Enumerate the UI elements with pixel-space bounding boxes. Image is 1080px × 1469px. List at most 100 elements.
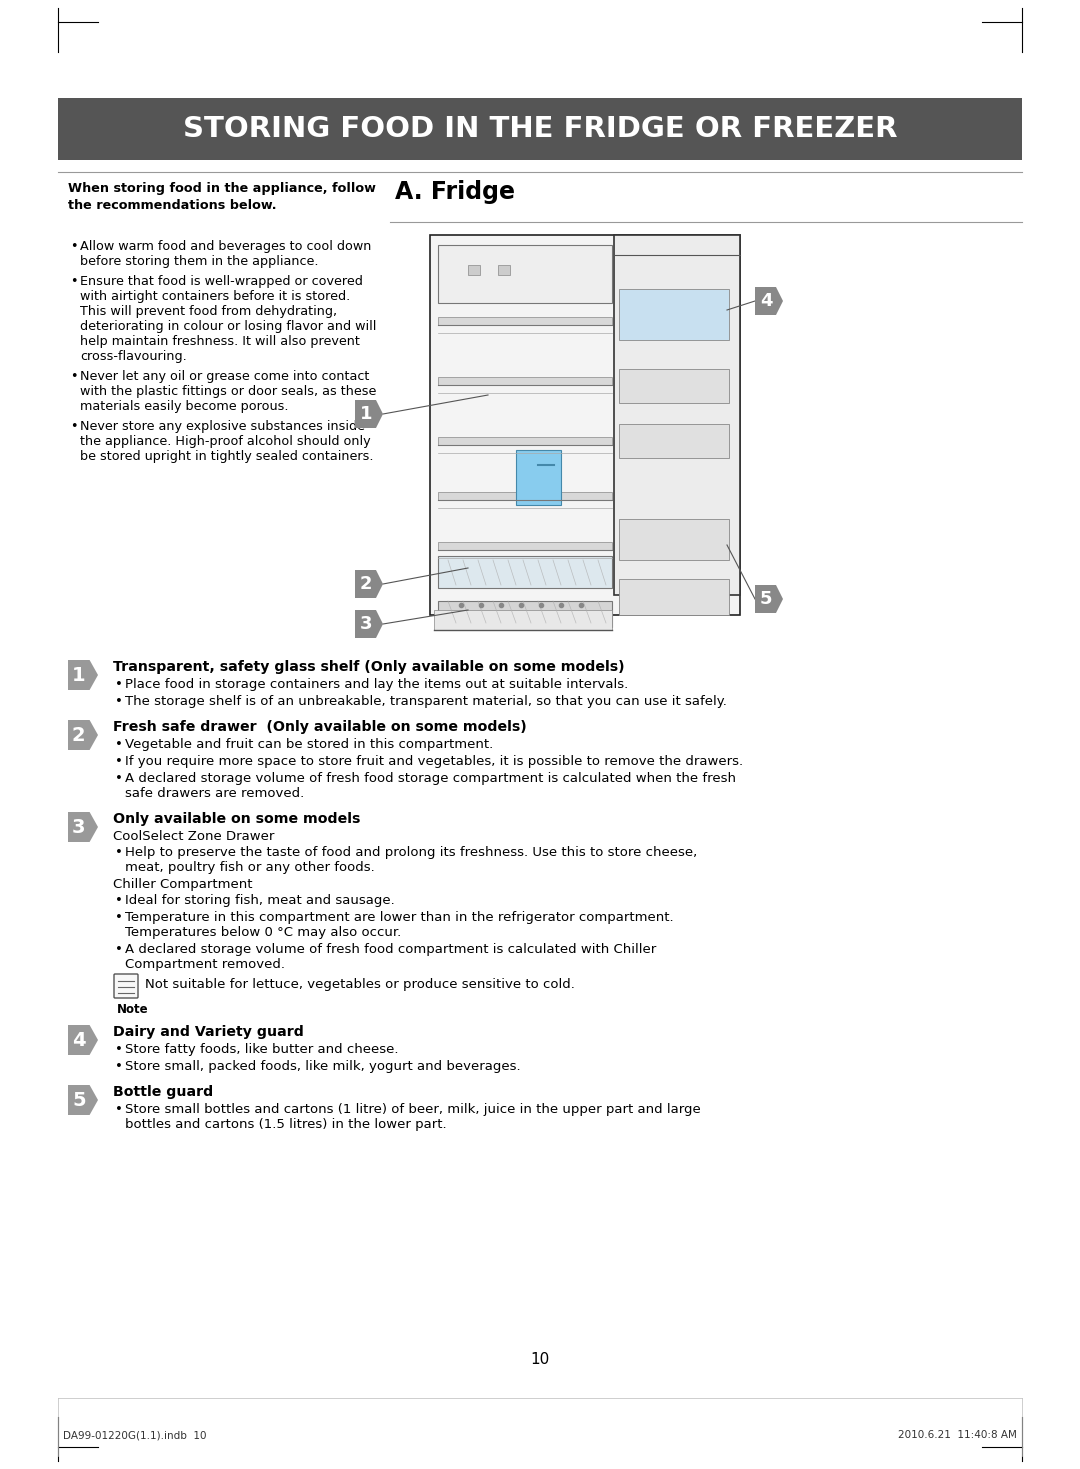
Polygon shape <box>68 720 98 751</box>
Text: •: • <box>114 911 123 924</box>
Text: with the plastic fittings or door seals, as these: with the plastic fittings or door seals,… <box>80 385 376 398</box>
Bar <box>434 610 612 630</box>
Polygon shape <box>755 286 783 314</box>
Text: 4: 4 <box>72 1030 85 1049</box>
Text: Dairy and Variety guard: Dairy and Variety guard <box>113 1025 303 1039</box>
Text: the appliance. High-proof alcohol should only: the appliance. High-proof alcohol should… <box>80 435 370 448</box>
Text: Allow warm food and beverages to cool down: Allow warm food and beverages to cool do… <box>80 239 372 253</box>
Text: Store small bottles and cartons (1 litre) of beer, milk, juice in the upper part: Store small bottles and cartons (1 litre… <box>125 1103 701 1116</box>
Text: Ideal for storing fish, meat and sausage.: Ideal for storing fish, meat and sausage… <box>125 895 395 906</box>
Bar <box>438 378 612 385</box>
Text: Never store any explosive substances inside: Never store any explosive substances ins… <box>80 420 365 433</box>
Text: cross-flavouring.: cross-flavouring. <box>80 350 187 363</box>
Text: materials easily become porous.: materials easily become porous. <box>80 400 288 413</box>
Text: Vegetable and fruit can be stored in this compartment.: Vegetable and fruit can be stored in thi… <box>125 737 494 751</box>
Polygon shape <box>68 812 98 842</box>
Text: •: • <box>114 679 123 690</box>
Text: 2010.6.21  11:40:8 AM: 2010.6.21 11:40:8 AM <box>899 1429 1017 1440</box>
Bar <box>619 425 729 458</box>
Text: Help to preserve the taste of food and prolong its freshness. Use this to store : Help to preserve the taste of food and p… <box>125 846 698 859</box>
Text: Store small, packed foods, like milk, yogurt and beverages.: Store small, packed foods, like milk, yo… <box>125 1061 521 1072</box>
Text: Chiller Compartment: Chiller Compartment <box>113 878 253 892</box>
Bar <box>619 519 729 560</box>
Text: Store fatty foods, like butter and cheese.: Store fatty foods, like butter and chees… <box>125 1043 399 1056</box>
Polygon shape <box>755 585 783 613</box>
Text: 2: 2 <box>72 726 85 745</box>
Text: Never let any oil or grease come into contact: Never let any oil or grease come into co… <box>80 370 369 383</box>
Text: •: • <box>114 1103 123 1116</box>
Text: help maintain freshness. It will also prevent: help maintain freshness. It will also pr… <box>80 335 360 348</box>
Text: be stored upright in tightly sealed containers.: be stored upright in tightly sealed cont… <box>80 450 374 463</box>
Text: deteriorating in colour or losing flavor and will: deteriorating in colour or losing flavor… <box>80 320 376 333</box>
Text: The storage shelf is of an unbreakable, transparent material, so that you can us: The storage shelf is of an unbreakable, … <box>125 695 727 708</box>
Bar <box>619 289 729 339</box>
Text: bottles and cartons (1.5 litres) in the lower part.: bottles and cartons (1.5 litres) in the … <box>125 1118 447 1131</box>
Bar <box>468 264 480 275</box>
Bar <box>438 436 612 445</box>
Text: If you require more space to store fruit and vegetables, it is possible to remov: If you require more space to store fruit… <box>125 755 743 768</box>
Bar <box>430 235 740 616</box>
Text: 4: 4 <box>760 292 772 310</box>
Text: Note: Note <box>117 1003 149 1017</box>
Text: A declared storage volume of fresh food storage compartment is calculated when t: A declared storage volume of fresh food … <box>125 773 735 784</box>
Text: 1: 1 <box>72 665 85 685</box>
Polygon shape <box>355 400 383 427</box>
Text: •: • <box>70 275 78 288</box>
Text: •: • <box>114 943 123 956</box>
Text: •: • <box>114 895 123 906</box>
Text: Transparent, safety glass shelf (Only available on some models): Transparent, safety glass shelf (Only av… <box>113 660 624 674</box>
Text: with airtight containers before it is stored.: with airtight containers before it is st… <box>80 289 350 303</box>
Bar <box>58 98 1022 160</box>
Bar <box>516 450 562 505</box>
Text: A. Fridge: A. Fridge <box>395 181 515 204</box>
Bar <box>438 555 612 588</box>
Text: safe drawers are removed.: safe drawers are removed. <box>125 787 305 801</box>
Text: Temperature in this compartment are lower than in the refrigerator compartment.: Temperature in this compartment are lowe… <box>125 911 674 924</box>
Bar <box>619 579 729 616</box>
Text: A declared storage volume of fresh food compartment is calculated with Chiller: A declared storage volume of fresh food … <box>125 943 657 956</box>
Text: •: • <box>114 1061 123 1072</box>
Bar <box>438 492 612 499</box>
Polygon shape <box>68 660 98 690</box>
Text: Bottle guard: Bottle guard <box>113 1086 213 1099</box>
Text: •: • <box>114 755 123 768</box>
Text: 10: 10 <box>530 1353 550 1368</box>
Polygon shape <box>68 1086 98 1115</box>
Text: Not suitable for lettuce, vegetables or produce sensitive to cold.: Not suitable for lettuce, vegetables or … <box>145 978 575 992</box>
Bar <box>615 235 740 595</box>
Bar <box>438 542 612 549</box>
Text: •: • <box>70 420 78 433</box>
Text: 2: 2 <box>360 574 373 593</box>
Text: DA99-01220G(1.1).indb  10: DA99-01220G(1.1).indb 10 <box>63 1429 206 1440</box>
Text: 3: 3 <box>360 616 373 633</box>
Text: •: • <box>70 370 78 383</box>
Text: This will prevent food from dehydrating,: This will prevent food from dehydrating, <box>80 306 337 317</box>
Text: 5: 5 <box>760 591 772 608</box>
Bar <box>438 317 612 325</box>
Text: before storing them in the appliance.: before storing them in the appliance. <box>80 256 319 267</box>
Text: STORING FOOD IN THE FRIDGE OR FREEZER: STORING FOOD IN THE FRIDGE OR FREEZER <box>183 115 897 142</box>
Text: 1: 1 <box>360 405 373 423</box>
Polygon shape <box>355 610 383 638</box>
Text: When storing food in the appliance, follow
the recommendations below.: When storing food in the appliance, foll… <box>68 182 376 212</box>
Text: Ensure that food is well-wrapped or covered: Ensure that food is well-wrapped or cove… <box>80 275 363 288</box>
Text: Temperatures below 0 °C may also occur.: Temperatures below 0 °C may also occur. <box>125 925 402 939</box>
Text: 3: 3 <box>72 818 85 836</box>
Text: Only available on some models: Only available on some models <box>113 812 361 826</box>
Text: 5: 5 <box>72 1090 85 1109</box>
Bar <box>438 601 612 627</box>
FancyBboxPatch shape <box>114 974 138 997</box>
Bar <box>498 264 510 275</box>
Text: •: • <box>114 773 123 784</box>
Bar <box>438 245 612 303</box>
Polygon shape <box>68 1025 98 1055</box>
Polygon shape <box>355 570 383 598</box>
Bar <box>619 369 729 403</box>
Text: •: • <box>70 239 78 253</box>
Text: CoolSelect Zone Drawer: CoolSelect Zone Drawer <box>113 830 274 843</box>
Text: Fresh safe drawer  (Only available on some models): Fresh safe drawer (Only available on som… <box>113 720 527 734</box>
Text: •: • <box>114 846 123 859</box>
Text: Place food in storage containers and lay the items out at suitable intervals.: Place food in storage containers and lay… <box>125 679 629 690</box>
Text: meat, poultry fish or any other foods.: meat, poultry fish or any other foods. <box>125 861 375 874</box>
Text: •: • <box>114 695 123 708</box>
